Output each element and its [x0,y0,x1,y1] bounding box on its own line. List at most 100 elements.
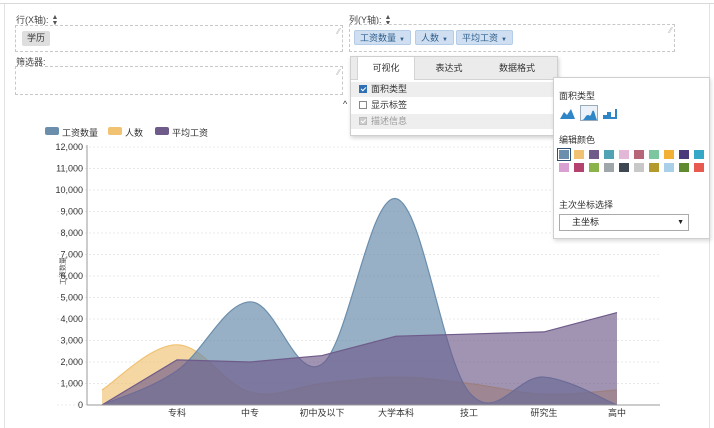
area-step-icon[interactable] [601,105,619,121]
color-swatch[interactable] [557,148,571,161]
resize-handle-icon[interactable]: ⁄⁄ [337,27,340,36]
legend-swatch [108,127,122,135]
collapse-icon[interactable]: ^ [343,99,348,109]
y-tick-label: 9,000 [60,207,83,217]
colors-title: 编辑颜色 [559,135,596,145]
x-tick-label: 初中及以下 [299,407,344,418]
option-label: 描述信息 [371,116,408,126]
column-pill-avg-salary[interactable]: 平均工资 ▼ [456,30,513,45]
color-swatch[interactable] [649,163,659,172]
y-tick-label: 2,000 [60,357,83,367]
resize-handle-icon[interactable]: ⁄⁄ [337,68,340,77]
rows-label: 行(X轴): [16,15,49,25]
color-swatch[interactable] [649,150,659,159]
area-type-title: 面积类型 [559,91,596,101]
legend-swatch [45,127,59,135]
legend-item-avg-salary[interactable]: 平均工资 [155,126,215,138]
chart-series [101,197,618,406]
y-tick-label: 11,000 [56,164,83,174]
color-swatch[interactable] [664,163,674,172]
color-swatch[interactable] [604,150,614,159]
sort-icon[interactable]: ▲▼ [384,13,392,27]
area-smooth-icon[interactable] [559,105,577,121]
color-swatch[interactable] [634,150,644,159]
y-tick-label: 3,000 [60,336,83,346]
y-tick-label: 7,000 [60,250,83,260]
color-swatch[interactable] [664,150,674,159]
y-tick-label: 8,000 [60,228,83,238]
y-tick-label: 1,000 [60,379,83,389]
tab-visualization[interactable]: 可视化 [357,57,415,80]
color-swatch[interactable] [604,163,614,172]
color-swatch[interactable] [694,163,704,172]
y-tick-label: 5,000 [60,293,83,303]
color-swatch[interactable] [574,150,584,159]
chart-axes: 0 1,000 2,000 3,000 4,000 5,000 6,000 7,000 8,00… [55,142,660,418]
checkbox-disabled-icon [359,117,367,125]
caret-down-icon: ▼ [501,37,507,43]
popup-tabs: 可视化 表达式 数据格式 [351,57,557,80]
x-tick-label: 高中 [608,407,626,418]
filter-dropzone[interactable]: ⁄⁄ [15,66,343,95]
legend-item-salary-total[interactable]: 工资数量 [45,126,105,138]
top-divider [0,3,714,4]
tab-expression[interactable]: 表达式 [435,63,463,73]
pill-label: 工资数量 [360,33,397,43]
legend-label: 人数 [125,128,144,138]
color-swatch[interactable] [619,150,629,159]
series-line-2 [101,311,618,406]
checkbox-checked-icon[interactable] [359,85,367,93]
columns-label-wrap: 列(Y轴):▲▼ [349,13,391,27]
row-pill-education[interactable]: 学历 [22,31,51,46]
x-tick-label: 专科 [168,407,186,418]
color-swatch[interactable] [574,163,584,172]
color-swatch[interactable] [589,163,599,172]
y-tick-label: 0 [78,400,83,410]
column-pill-headcount[interactable]: 人数 ▼ [415,30,454,45]
caret-down-icon: ▼ [399,37,405,43]
color-swatch[interactable] [589,150,599,159]
chart-settings-popup: 可视化 表达式 数据格式 面积类型 显示标签 描述信息 [350,56,558,136]
axis-select[interactable]: 主坐标 ▼ [559,214,689,231]
y-tick-label: 10,000 [55,185,83,195]
rows-dropzone[interactable]: ⁄⁄ [15,25,343,52]
legend-item-headcount[interactable]: 人数 [108,126,153,138]
series-style-panel: 面积类型 编辑颜色 主次坐标选择 主坐标 ▼ [553,77,710,239]
sort-icon[interactable]: ▲▼ [51,13,59,27]
columns-label: 列(Y轴): [349,15,382,25]
x-tick-label: 中专 [241,407,259,418]
color-swatch[interactable] [694,150,704,159]
color-swatch[interactable] [634,163,644,172]
legend-label: 工资数量 [62,128,99,138]
series-area-2[interactable] [102,312,617,405]
option-label: 显示标签 [371,100,408,110]
axis-choice-title: 主次坐标选择 [559,200,614,210]
x-tick-label: 研究生 [530,407,557,418]
color-swatch[interactable] [679,150,689,159]
color-swatch[interactable] [559,163,569,172]
checkbox-icon[interactable] [359,101,367,109]
resize-handle-icon[interactable]: ⁄⁄ [669,26,672,35]
area-spline-icon[interactable] [580,105,598,121]
left-border [4,4,5,428]
pill-label: 平均工资 [462,33,499,43]
y-tick-label: 4,000 [60,314,83,324]
y-tick-label: 6,000 [60,271,83,281]
tab-data-format[interactable]: 数据格式 [498,63,535,73]
rows-label-wrap: 行(X轴): ▲ ▼ [16,13,58,27]
legend-label: 平均工资 [172,128,209,138]
axis-select-value: 主坐标 [572,217,600,227]
legend-swatch [155,127,169,135]
series-area-0[interactable] [102,198,617,405]
option-area-type[interactable]: 面积类型 [351,82,557,97]
y-tick-label: 12,000 [55,142,83,152]
color-swatch[interactable] [619,163,629,172]
pill-label: 人数 [421,33,440,43]
filter-label: 筛选器: [16,57,46,67]
caret-down-icon: ▼ [442,37,448,43]
option-label: 面积类型 [371,84,408,94]
column-pill-salary-total[interactable]: 工资数量 ▼ [354,30,411,45]
option-show-labels[interactable]: 显示标签 [351,98,557,113]
color-swatch[interactable] [679,163,689,172]
